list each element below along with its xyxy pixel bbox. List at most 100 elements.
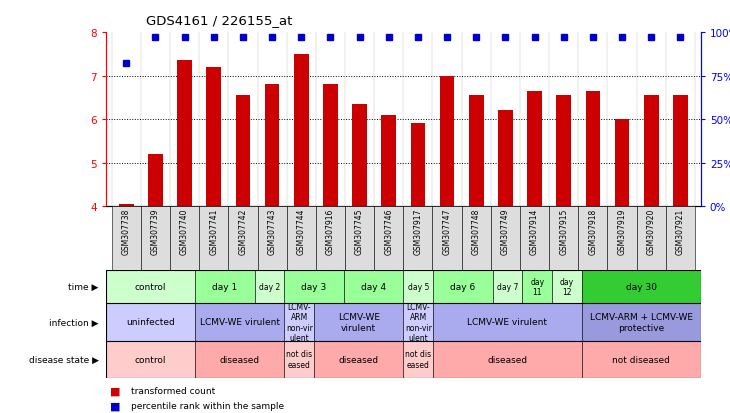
Bar (582, 341, 701, 378)
Text: transformed count: transformed count (131, 386, 215, 395)
Bar (112, 206, 141, 271)
Text: uninfected: uninfected (126, 318, 175, 327)
Text: GSM307742: GSM307742 (239, 209, 247, 255)
Bar (195, 271, 255, 304)
Text: GSM307748: GSM307748 (472, 209, 481, 255)
Text: day 2: day 2 (259, 282, 280, 292)
Text: GSM307917: GSM307917 (413, 209, 423, 255)
Bar (284, 341, 314, 378)
Text: GSM307740: GSM307740 (180, 209, 189, 255)
Text: LCMV-WE
virulent: LCMV-WE virulent (338, 313, 380, 332)
Text: day
12: day 12 (560, 278, 574, 297)
Text: GSM307743: GSM307743 (268, 209, 277, 255)
Text: control: control (135, 355, 166, 364)
Bar (520, 206, 549, 271)
Bar (615, 120, 629, 206)
Bar (106, 341, 195, 378)
Bar (170, 206, 199, 271)
Bar (410, 124, 425, 206)
Bar (578, 206, 607, 271)
Text: day 1: day 1 (212, 282, 237, 292)
Text: control: control (135, 282, 166, 292)
Text: ■: ■ (110, 401, 120, 411)
Bar (106, 271, 195, 304)
Bar (195, 304, 284, 341)
Bar (439, 76, 454, 206)
Bar (141, 206, 170, 271)
Text: day 5: day 5 (407, 282, 429, 292)
Bar (491, 206, 520, 271)
Bar (644, 96, 658, 206)
Bar (461, 206, 491, 271)
Text: day 4: day 4 (361, 282, 386, 292)
Bar (207, 68, 221, 206)
Bar (345, 206, 374, 271)
Bar (258, 206, 287, 271)
Bar (498, 111, 512, 206)
Text: GDS4161 / 226155_at: GDS4161 / 226155_at (146, 14, 293, 27)
Bar (607, 206, 637, 271)
Bar (673, 96, 688, 206)
Bar (433, 341, 582, 378)
Text: LCMV-ARM + LCMV-WE
protective: LCMV-ARM + LCMV-WE protective (590, 313, 693, 332)
Text: not dis
eased: not dis eased (286, 350, 312, 369)
Bar (585, 92, 600, 206)
Bar (556, 96, 571, 206)
Text: disease state ▶: disease state ▶ (28, 355, 99, 364)
Text: day 30: day 30 (626, 282, 657, 292)
Bar (265, 85, 280, 206)
Text: GSM307914: GSM307914 (530, 209, 539, 255)
Bar (493, 271, 522, 304)
Bar (403, 341, 433, 378)
Bar (177, 61, 192, 206)
Bar (374, 206, 403, 271)
Bar (666, 206, 695, 271)
Bar (228, 206, 258, 271)
Text: GSM307915: GSM307915 (559, 209, 568, 255)
Bar (353, 104, 367, 206)
Bar (637, 206, 666, 271)
Bar (582, 271, 701, 304)
Text: day 6: day 6 (450, 282, 475, 292)
Bar (199, 206, 228, 271)
Bar (148, 154, 163, 206)
Bar (314, 341, 403, 378)
Bar (403, 271, 433, 304)
Bar (403, 206, 432, 271)
Text: day 3: day 3 (301, 282, 327, 292)
Bar (469, 96, 483, 206)
Text: diseased: diseased (339, 355, 379, 364)
Text: GSM307920: GSM307920 (647, 209, 656, 255)
Text: GSM307744: GSM307744 (297, 209, 306, 255)
Bar (344, 271, 403, 304)
Bar (522, 271, 552, 304)
Text: GSM307741: GSM307741 (210, 209, 218, 255)
Text: GSM307921: GSM307921 (676, 209, 685, 254)
Text: GSM307738: GSM307738 (122, 209, 131, 255)
Text: diseased: diseased (220, 355, 260, 364)
Text: GSM307918: GSM307918 (588, 209, 597, 254)
Bar (433, 304, 582, 341)
Text: GSM307747: GSM307747 (442, 209, 452, 255)
Text: not dis
eased: not dis eased (405, 350, 431, 369)
Bar (314, 304, 403, 341)
Text: diseased: diseased (488, 355, 528, 364)
Bar (106, 304, 195, 341)
Text: GSM307739: GSM307739 (151, 209, 160, 255)
Text: day 7: day 7 (496, 282, 518, 292)
Bar (527, 92, 542, 206)
Text: GSM307746: GSM307746 (384, 209, 393, 255)
Text: ■: ■ (110, 385, 120, 395)
Bar (403, 304, 433, 341)
Bar (552, 271, 582, 304)
Text: GSM307749: GSM307749 (501, 209, 510, 255)
Bar (284, 271, 344, 304)
Text: LCMV-WE virulent: LCMV-WE virulent (200, 318, 280, 327)
Bar (549, 206, 578, 271)
Bar (432, 206, 461, 271)
Bar (382, 116, 396, 206)
Text: GSM307745: GSM307745 (355, 209, 364, 255)
Text: LCMV-
ARM
non-vir
ulent: LCMV- ARM non-vir ulent (404, 302, 431, 342)
Bar (294, 55, 309, 206)
Bar (284, 304, 314, 341)
